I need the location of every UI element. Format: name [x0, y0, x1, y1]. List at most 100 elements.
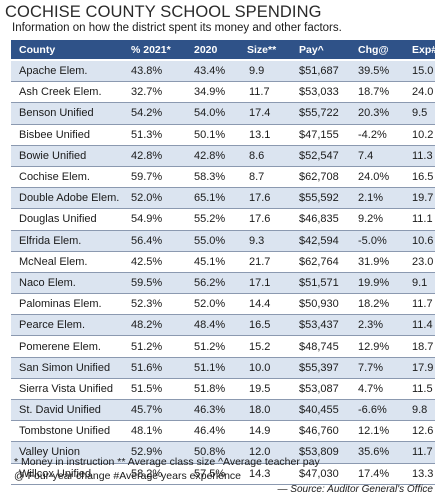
table-row: Douglas Unified 54.9% 55.2% 17.6 $46,835 9.2%… — [11, 209, 435, 231]
cell-2020: 55.2% — [194, 213, 226, 226]
header-2020: 2020 — [194, 43, 218, 56]
header-pay: Pay^ — [299, 43, 324, 56]
cell-experience: 18.7 — [412, 340, 434, 353]
page-title: COCHISE COUNTY SCHOOL SPENDING — [5, 3, 322, 21]
cell-experience: 11.4 — [412, 319, 433, 332]
cell-county: Elfrida Elem. — [19, 234, 82, 247]
cell-county: St. David Unified — [19, 404, 101, 417]
cell-change: 20.3% — [358, 107, 390, 120]
cell-experience: 15.0 — [412, 65, 434, 78]
table-row: San Simon Unified 51.6% 51.1% 10.0 $55,397 7.… — [11, 357, 435, 379]
cell-change: 12.1% — [358, 425, 390, 438]
cell-change: 7.7% — [358, 361, 384, 374]
cell-county: Cochise Elem. — [19, 171, 90, 184]
cell-pay: $50,930 — [299, 298, 339, 311]
cell-county: McNeal Elem. — [19, 255, 88, 268]
table-row: Pomerene Elem. 51.2% 51.2% 15.2 $48,745 12.9%… — [11, 336, 435, 358]
cell-change: 17.4% — [358, 467, 390, 480]
cell-pay: $51,571 — [299, 276, 339, 289]
cell-2020: 65.1% — [194, 192, 226, 205]
cell-2020: 54.0% — [194, 107, 226, 120]
cell-pay: $53,437 — [299, 319, 339, 332]
cell-2020: 56.2% — [194, 276, 226, 289]
cell-pct-2021: 51.5% — [131, 382, 163, 395]
cell-pay: $62,708 — [299, 171, 339, 184]
cell-2020: 34.9% — [194, 86, 226, 99]
cell-pct-2021: 54.9% — [131, 213, 163, 226]
cell-pct-2021: 59.7% — [131, 171, 163, 184]
cell-2020: 57.5% — [194, 467, 226, 480]
cell-experience: 10.6 — [412, 234, 434, 247]
header-experience: Exp# — [412, 43, 438, 56]
table-row: Palominas Elem. 52.3% 52.0% 14.4 $50,930 18.2… — [11, 294, 435, 316]
cell-2020: 46.4% — [194, 425, 226, 438]
spending-table: County % 2021* 2020 Size** Pay^ Chg@ Exp… — [11, 40, 438, 485]
table-row: Willcox Unified 58.2% 57.5% 14.3 $47,030 17.4… — [11, 464, 435, 485]
cell-experience: 11.7 — [412, 298, 433, 311]
footnotes: * Money in instruction ** Average class … — [14, 455, 320, 483]
cell-size: 16.5 — [249, 319, 271, 332]
cell-pct-2021: 43.8% — [131, 65, 163, 78]
cell-size: 17.6 — [249, 213, 271, 226]
cell-pay: $40,455 — [299, 404, 339, 417]
cell-change: -6.6% — [358, 404, 387, 417]
cell-size: 18.0 — [249, 404, 271, 417]
cell-county: Valley Union — [19, 446, 80, 459]
cell-experience: 11.5 — [412, 382, 433, 395]
cell-pay: $48,745 — [299, 340, 339, 353]
cell-2020: 46.3% — [194, 404, 226, 417]
cell-size: 9.9 — [249, 65, 265, 78]
table-row: Bisbee Unified 51.3% 50.1% 13.1 $47,155 -4.2%… — [11, 125, 435, 146]
table-row: Elfrida Elem. 56.4% 55.0% 9.3 $42,594 -5.0% 10… — [11, 230, 435, 252]
header-change: Chg@ — [358, 43, 389, 56]
cell-experience: 12.6 — [412, 425, 434, 438]
cell-2020: 48.4% — [194, 319, 226, 332]
cell-pay: $46,835 — [299, 213, 339, 226]
cell-size: 17.1 — [249, 276, 271, 289]
cell-pay: $42,594 — [299, 234, 339, 247]
cell-experience: 9.5 — [412, 107, 428, 120]
cell-pay: $47,155 — [299, 128, 339, 141]
header-pct-2021: % 2021* — [131, 43, 171, 56]
cell-experience: 16.5 — [412, 171, 434, 184]
header-size: Size** — [247, 43, 277, 56]
table-row: Cochise Elem. 59.7% 58.3% 8.7 $62,708 24.0% 16… — [11, 167, 435, 189]
table-row: Double Adobe Elem. 52.0% 65.1% 17.6 $55,592 2… — [11, 188, 435, 210]
table-row: Naco Elem. 59.5% 56.2% 17.1 $51,571 19.9% 9.1 — [11, 272, 435, 295]
cell-change: 2.1% — [358, 192, 384, 205]
cell-experience: 17.9 — [412, 361, 434, 374]
cell-county: Ash Creek Elem. — [19, 86, 102, 99]
cell-county: San Simon Unified — [19, 361, 111, 374]
cell-pct-2021: 32.7% — [131, 86, 163, 99]
cell-size: 14.3 — [249, 467, 271, 480]
cell-change: 12.9% — [358, 340, 390, 353]
cell-2020: 50.8% — [194, 446, 226, 459]
table-row: McNeal Elem. 42.5% 45.1% 21.7 $62,764 31.9% 23… — [11, 252, 435, 273]
cell-size: 12.0 — [249, 446, 271, 459]
cell-size: 19.5 — [249, 382, 271, 395]
cell-2020: 50.1% — [194, 128, 226, 141]
cell-size: 8.7 — [249, 171, 265, 184]
footnote-line-2: @ Four-year change #Average years experi… — [14, 470, 242, 482]
cell-pct-2021: 51.2% — [131, 340, 163, 353]
cell-county: Palominas Elem. — [19, 298, 102, 311]
cell-county: Willcox Unified — [19, 467, 92, 480]
cell-pct-2021: 51.3% — [131, 128, 163, 141]
cell-size: 21.7 — [249, 255, 271, 268]
subtitle: Information on how the district spent it… — [12, 22, 342, 34]
table-row: Bowie Unified 42.8% 42.8% 8.6 $52,547 7.4 11.3 — [11, 145, 435, 167]
cell-experience: 23.0 — [412, 255, 434, 268]
cell-2020: 52.0% — [194, 298, 226, 311]
cell-size: 13.1 — [249, 128, 271, 141]
cell-pct-2021: 42.8% — [131, 149, 163, 162]
cell-size: 8.6 — [249, 149, 265, 162]
cell-pct-2021: 59.5% — [131, 276, 163, 289]
cell-pay: $52,547 — [299, 149, 339, 162]
cell-size: 14.9 — [249, 425, 271, 438]
cell-experience: 24.0 — [412, 86, 434, 99]
cell-pct-2021: 42.5% — [131, 255, 163, 268]
cell-experience: 11.3 — [412, 149, 433, 162]
cell-2020: 45.1% — [194, 255, 226, 268]
cell-change: 31.9% — [358, 255, 390, 268]
table-row: St. David Unified 45.7% 46.3% 18.0 $40,455 -6… — [11, 400, 435, 422]
